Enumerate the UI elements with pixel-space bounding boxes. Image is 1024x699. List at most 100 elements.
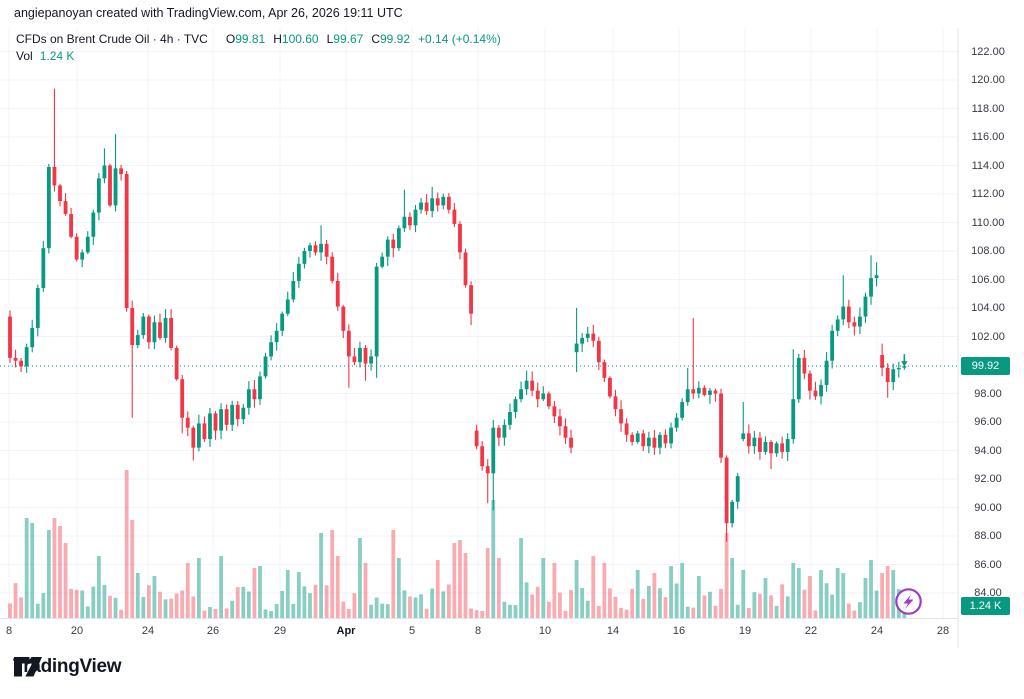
candle <box>241 407 246 420</box>
volume-bar <box>302 586 307 618</box>
volume-bar <box>730 558 735 618</box>
candle <box>796 357 801 400</box>
volume-bar <box>252 568 257 618</box>
price-tick-label: 86.00 <box>974 558 1002 571</box>
candle <box>496 427 501 438</box>
tradingview-logo-mark-icon <box>14 657 42 677</box>
candle <box>574 343 579 353</box>
time-tick-label: 29 <box>273 625 287 637</box>
volume-bar <box>191 596 196 618</box>
volume-bar <box>858 602 862 618</box>
candle <box>769 441 773 454</box>
volume-bar <box>224 608 229 618</box>
candle <box>41 248 46 289</box>
candle <box>902 366 907 368</box>
chart-legend[interactable]: CFDs on Brent Crude Oil · 4h · TVC O99.81… <box>16 31 501 65</box>
price-tick-label: 90.00 <box>974 501 1002 514</box>
candle <box>824 360 829 385</box>
volume-bar <box>630 588 635 618</box>
candle <box>869 278 873 297</box>
volume-bar <box>169 598 173 618</box>
tradingview-logo[interactable]: TradingView <box>13 656 122 678</box>
volume-bar <box>341 601 346 618</box>
volume-bar <box>819 570 823 618</box>
volume-bar <box>646 585 651 618</box>
boost-button[interactable] <box>894 587 923 616</box>
last-price-badge: 99.92 <box>961 357 1010 376</box>
time-tick-label: 16 <box>672 625 686 637</box>
time-tick-label: Apr <box>336 625 356 637</box>
volume-bar <box>180 590 185 618</box>
volume-bar <box>635 570 640 618</box>
volume-bar <box>124 470 129 618</box>
candle <box>35 288 40 328</box>
candle <box>391 239 396 249</box>
time-tick-label: 22 <box>804 625 818 637</box>
volume-bar <box>569 589 573 618</box>
candle <box>680 402 685 418</box>
candle <box>585 333 590 338</box>
candle <box>874 275 879 279</box>
volume-bar <box>785 596 790 618</box>
volume-bar <box>869 560 873 618</box>
price-tick-label: 94.00 <box>974 444 1002 457</box>
volume-bar <box>685 606 690 618</box>
low-label: L <box>326 32 334 46</box>
last-volume-badge: 1.24 K <box>961 597 1010 615</box>
volume-bar <box>419 594 423 618</box>
time-tick-label: 26 <box>206 625 220 637</box>
price-tick-label: 122.00 <box>971 45 1005 58</box>
volume-bar <box>296 572 301 618</box>
volume-bar <box>402 590 407 618</box>
volume-bar <box>558 592 562 618</box>
candle <box>841 306 846 320</box>
volume-bar <box>391 530 396 618</box>
volume-bar <box>213 609 218 618</box>
candle <box>713 390 718 394</box>
candle <box>808 373 812 391</box>
time-tick-label: 20 <box>70 625 84 637</box>
candle <box>263 356 268 377</box>
volume-bar <box>519 538 523 618</box>
candle <box>885 367 890 383</box>
candle <box>296 263 301 281</box>
volume-bar <box>291 603 296 618</box>
price-tick-label: 112.00 <box>971 188 1005 200</box>
candle <box>130 308 135 346</box>
volume-bar <box>235 587 240 618</box>
symbol-title: CFDs on Brent Crude Oil · 4h · TVC <box>16 32 208 46</box>
volume-bar <box>708 591 712 618</box>
high-label: H <box>273 32 282 46</box>
candle <box>652 437 657 448</box>
candle <box>74 236 79 260</box>
candle <box>102 165 107 179</box>
price-tick-label: 106.00 <box>971 273 1005 286</box>
candle <box>641 433 646 447</box>
volume-bar <box>780 584 785 618</box>
candle <box>369 356 373 364</box>
candle <box>635 433 640 442</box>
candle <box>546 393 551 407</box>
volume-bar <box>535 586 540 618</box>
volume-bar <box>452 543 457 618</box>
volume-bar <box>285 570 290 618</box>
candle <box>96 178 101 213</box>
price-tick-label: 98.00 <box>974 387 1002 400</box>
candle <box>69 213 74 237</box>
volume-bar <box>263 609 268 618</box>
candle <box>508 412 512 425</box>
volume-bar <box>674 583 679 618</box>
volume-bar <box>430 588 435 618</box>
candle <box>591 333 596 341</box>
candle <box>180 379 185 418</box>
candle <box>613 396 618 410</box>
candle <box>274 330 279 343</box>
candle <box>819 384 823 397</box>
candle <box>746 433 751 447</box>
volume-bar <box>258 566 262 618</box>
volume-bar <box>863 578 868 618</box>
volume-bar <box>680 563 685 618</box>
volume-bar <box>491 500 496 618</box>
